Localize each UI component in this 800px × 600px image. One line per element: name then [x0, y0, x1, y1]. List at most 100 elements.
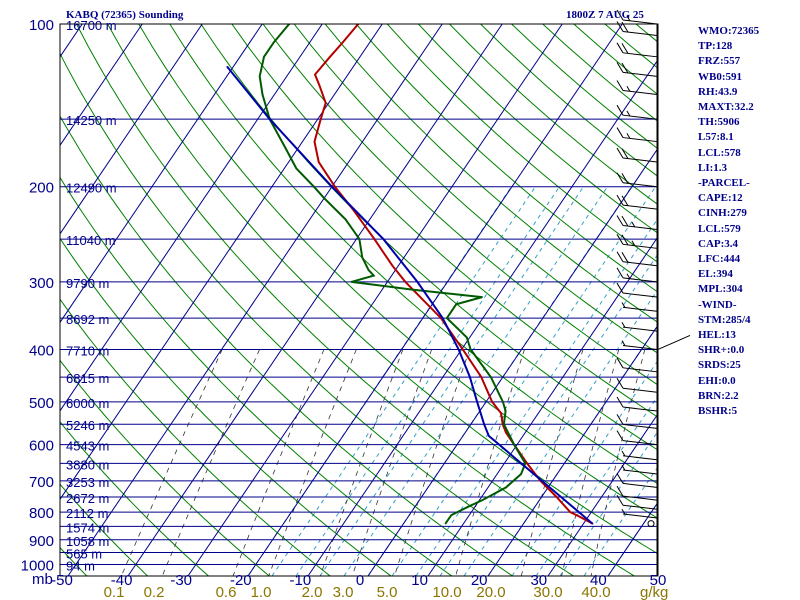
- wind-barb-staff: [622, 89, 658, 95]
- height-label: 565 m: [66, 547, 102, 562]
- dry-adiabat: [262, 24, 658, 386]
- height-label: 7710 m: [66, 343, 109, 358]
- moist-adiabat: [439, 253, 658, 576]
- wind-barb-staff: [622, 495, 658, 501]
- dry-adiabat: [60, 298, 331, 576]
- wind-barb-staff: [622, 157, 658, 163]
- wind-barb: [616, 9, 658, 25]
- moist-adiabat: [463, 288, 658, 576]
- mixing-ratio-line: [394, 349, 471, 576]
- temperature-point: [480, 376, 483, 378]
- index-item: TH:5906: [698, 116, 740, 129]
- temperature-point: [526, 462, 528, 465]
- dewpoint-point: [273, 41, 275, 43]
- height-label: 5246 m: [66, 418, 109, 433]
- wind-barb-half-flag: [621, 464, 626, 471]
- wind-barb-flag: [616, 127, 624, 138]
- pressure-tick-label: 300: [29, 275, 54, 292]
- temperature-point: [319, 118, 322, 120]
- index-item: CINH:279: [698, 207, 747, 220]
- index-item: -PARCEL-: [698, 177, 750, 190]
- height-label: 9790 m: [66, 276, 109, 291]
- wind-barb: [621, 302, 658, 312]
- dry-adiabat: [231, 24, 658, 418]
- wind-barb-flag: [621, 43, 629, 54]
- dry-adiabat: [107, 24, 658, 555]
- wind-barb: [621, 450, 658, 461]
- wind-barb: [616, 357, 658, 373]
- wind-barb: [616, 282, 658, 298]
- index-item: CAPE:12: [698, 192, 743, 205]
- series-parcel-line: [226, 66, 594, 525]
- wind-barb-flag: [616, 62, 624, 73]
- sounding-time: 1800Z 7 AUG 25: [566, 9, 644, 21]
- dewpoint-point: [323, 197, 325, 199]
- wind-barb-staff: [622, 306, 658, 312]
- mixing-ratio-line: [268, 349, 357, 576]
- indices-panel: WMO:72365 TP:128 FRZ:557 WB0:591 RH:43.9 MAXT…: [698, 24, 798, 419]
- wind-barb-half-flag: [621, 340, 626, 346]
- wind-barb: [616, 267, 658, 283]
- temperature-tick-label: 10: [411, 572, 428, 589]
- index-item: WMO:72365: [698, 25, 760, 37]
- index-item: BRN:2.2: [698, 389, 739, 402]
- height-label: 12490 m: [66, 181, 117, 196]
- dewpoint-point: [513, 443, 515, 446]
- index-item: -WIND-: [698, 298, 737, 311]
- moist-adiabat: [415, 217, 658, 576]
- temperature-point: [313, 140, 316, 143]
- dewpoint-point: [504, 410, 507, 412]
- pressure-tick-label: 400: [29, 342, 54, 359]
- temperature-tick-label: 50: [650, 572, 667, 589]
- wind-barb-staff: [622, 71, 658, 77]
- dewpoint-point: [481, 499, 484, 501]
- temperature-tick-label: 0: [356, 572, 364, 589]
- wind-barb-flag: [621, 215, 629, 227]
- wind-barb-flag: [616, 251, 624, 262]
- temperature-tick-label: 30: [530, 572, 547, 589]
- dewpoint-point: [367, 269, 370, 271]
- temperature-tick-label: -50: [51, 572, 73, 589]
- wind-barb-calm: [647, 520, 655, 528]
- index-item: L57:8.1: [698, 131, 734, 144]
- dewpoint-point: [313, 185, 315, 188]
- isotherm: [307, 58, 658, 576]
- temperature-point: [342, 41, 344, 43]
- index-item: LFC:444: [698, 253, 741, 266]
- wind-barb: [621, 464, 658, 475]
- dry-adiabat: [324, 24, 658, 324]
- dewpoint-point: [444, 522, 447, 525]
- dry-adiabat: [60, 483, 148, 576]
- temperature-point: [569, 511, 572, 513]
- temperature-point: [578, 515, 581, 518]
- wind-barb-flag: [616, 430, 624, 441]
- index-item: RH:43.9: [698, 85, 738, 98]
- wind-barb-flag: [616, 147, 624, 159]
- dewpoint-point: [490, 376, 492, 378]
- dry-adiabat: [293, 24, 658, 354]
- moist-adiabat: [535, 394, 658, 576]
- dry-adiabat: [200, 24, 658, 451]
- index-item: LCL:579: [698, 222, 741, 235]
- mixing-ratio-line: [120, 349, 223, 576]
- dewpoint-point: [469, 348, 472, 351]
- temperature-point: [318, 84, 321, 87]
- moist-adiabat: [271, 186, 536, 576]
- parcel-point: [416, 281, 419, 283]
- wind-barb-staff: [622, 469, 658, 475]
- pressure-tick-label: 800: [29, 505, 54, 522]
- wind-barb: [616, 473, 658, 488]
- parcel-point: [591, 522, 594, 525]
- mixing-ratio-tick-label: 30.0: [533, 584, 562, 600]
- wind-barb-half-flag: [631, 240, 636, 247]
- wind-barb-half-flag: [621, 450, 626, 457]
- parcel-point: [331, 185, 333, 188]
- isotherm: [127, 24, 503, 576]
- mixing-ratio-line: [351, 349, 433, 576]
- wind-barb-staff: [622, 243, 658, 249]
- wind-barb-flag: [616, 494, 624, 506]
- mixing-ratio-tick-label: 0.1: [104, 584, 125, 600]
- isotherm: [0, 24, 22, 576]
- pressure-tick-label: 200: [29, 180, 54, 197]
